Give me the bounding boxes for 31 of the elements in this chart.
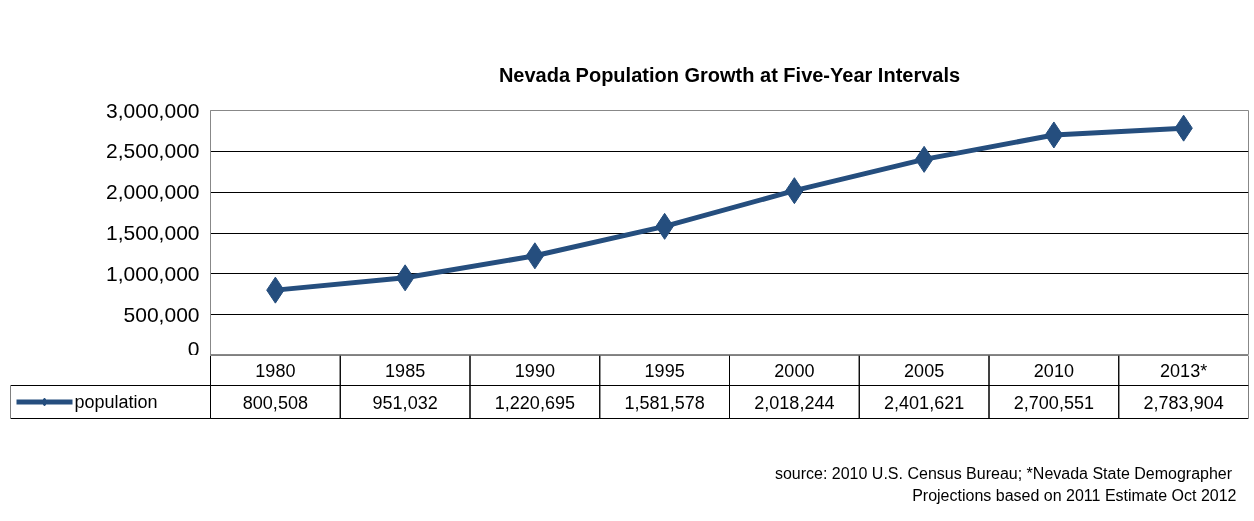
x-tick-label: 1980 [255,361,296,381]
text: 2,018,244 [754,392,835,413]
x-tick-label: 2010 [1033,361,1074,381]
point [914,145,934,173]
chart-title: Nevada Population Growth at Five-Year Intervals [498,63,961,86]
point [395,264,415,292]
source-note: source: 2010 U.S. Census Bureau; *Nevada State Demographer [774,465,1233,482]
y-tick-label: 2,000,000 [106,180,200,204]
x-tick-label: 1990 [514,361,555,381]
legend-label: population [74,392,158,412]
x-tick-label: 2005 [904,361,945,381]
y-tick-label: 2,500,000 [106,139,200,163]
y-tick-label: 1,500,000 [106,221,200,244]
text: 951,032 [372,392,438,413]
y-tick-label: 1,000,000 [106,261,200,285]
x-tick-label: 2013* [1160,360,1208,381]
y-tick-label: 3,000,000 [106,98,200,122]
x-tick-label: 2000 [774,361,815,381]
text: 1,581,578 [624,392,705,413]
text: 2,783,904 [1143,392,1224,413]
y-tick-label: 500,000 [123,302,200,326]
text: 1,220,695 [494,392,575,413]
x-tick-label: 1985 [385,361,426,381]
text: 800,508 [242,392,308,413]
x-tick-label: 1995 [644,361,685,381]
y-tick-label: 0 [187,336,200,360]
text: Projections based on 2011 Estimate Oct 2012 [912,487,1237,504]
point [1044,121,1064,149]
text: 2,401,621 [884,392,965,413]
point [525,242,545,270]
text: 2,700,551 [1013,392,1094,413]
